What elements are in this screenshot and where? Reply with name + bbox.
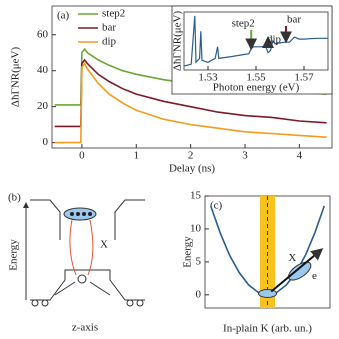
hole (136, 299, 144, 307)
exciton-loop (69, 219, 94, 276)
x-tick-label: 1.53 (198, 72, 218, 84)
y-axis-label: ΔħΓNR(μeV) (10, 47, 22, 108)
y-tick-label: 10 (190, 222, 202, 234)
x-axis-label: z-axis (72, 322, 98, 334)
y-tick-label: 0 (43, 136, 49, 148)
legend-label: bar (102, 22, 116, 34)
annotation: dip (267, 34, 282, 46)
x-axis-label: In-plain K (arb. un.) (223, 323, 312, 335)
legend-label: dip (102, 36, 117, 48)
legend-label: step2 (102, 8, 125, 20)
hole (77, 274, 87, 284)
hole (41, 299, 49, 307)
arrow (54, 281, 76, 296)
x-tick-label: 0 (79, 150, 85, 162)
panel-label: (b) (8, 192, 21, 204)
line (54, 61, 327, 144)
hole (126, 299, 134, 307)
valence-band (30, 269, 145, 301)
y-tick-label: 40 (37, 64, 49, 76)
barrier-right-top (114, 199, 145, 240)
x-tick-label: 1.55 (246, 72, 266, 84)
electron (82, 212, 86, 216)
x-tick-label: 2 (188, 150, 194, 162)
electron (88, 212, 92, 216)
arrow (89, 281, 111, 296)
annotation: e (312, 270, 317, 282)
annotation: step2 (232, 18, 255, 30)
x-tick-label: 3 (242, 150, 248, 162)
y-tick-label: 15 (190, 190, 202, 202)
arrow (270, 248, 324, 293)
y-tick-label: 0 (196, 288, 202, 300)
band-diagram (30, 199, 145, 307)
y-axis-label: Energy (182, 236, 194, 268)
annotation: bar (287, 14, 301, 26)
hole (31, 299, 39, 307)
y-tick-label: 5 (196, 255, 202, 267)
y-axis-label: Energy (8, 239, 20, 271)
x-axis-label: Delay (ns) (169, 163, 215, 175)
electron-cloud (288, 261, 312, 281)
barrier-left-top (30, 199, 61, 240)
electron (70, 212, 74, 216)
dots (70, 212, 92, 216)
line (54, 58, 327, 128)
panel-label: (c) (210, 200, 223, 212)
x-axis-label: Photon energy (eV) (213, 82, 300, 94)
x-tick-label: 4 (297, 150, 303, 162)
electron (76, 212, 80, 216)
y-tick-label: 20 (37, 100, 49, 112)
annotation: X (100, 239, 108, 251)
panel-label: (a) (57, 10, 70, 22)
y-axis-label: ΔħΓNR(μeV) (172, 11, 184, 72)
x-tick-label: 1 (134, 150, 140, 162)
annotation: X (288, 252, 296, 264)
x-tick-label: 1.57 (294, 72, 314, 84)
y-tick-label: 60 (37, 28, 49, 40)
